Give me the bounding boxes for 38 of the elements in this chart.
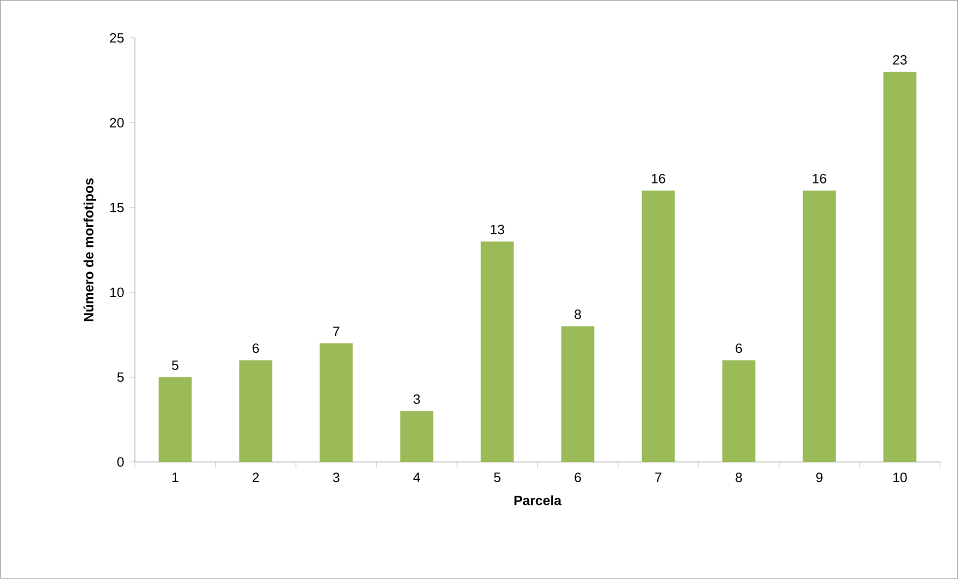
y-tick-label: 20 bbox=[110, 118, 124, 128]
x-tick-label: 7 bbox=[655, 472, 662, 482]
x-tick-label: 3 bbox=[333, 472, 340, 482]
data-label: 6 bbox=[736, 344, 742, 354]
data-label: 13 bbox=[490, 224, 504, 234]
x-tick-label: 5 bbox=[494, 472, 500, 482]
y-tick-label: 0 bbox=[117, 457, 124, 467]
x-tick-label: 9 bbox=[816, 472, 822, 482]
bar bbox=[158, 377, 192, 462]
y-tick-label: 5 bbox=[117, 372, 124, 382]
bar bbox=[400, 411, 434, 462]
bar bbox=[802, 190, 836, 462]
bar bbox=[642, 190, 675, 462]
x-tick-label: 4 bbox=[413, 472, 420, 482]
data-label: 6 bbox=[252, 344, 259, 354]
data-label: 7 bbox=[333, 326, 340, 336]
y-tick-label: 25 bbox=[110, 33, 124, 43]
data-label: 16 bbox=[812, 174, 826, 184]
bar bbox=[883, 72, 916, 462]
data-label: 8 bbox=[574, 310, 581, 320]
x-tick-label: 10 bbox=[893, 472, 907, 482]
data-label: 3 bbox=[414, 394, 420, 404]
bar bbox=[722, 360, 756, 462]
y-tick-label: 10 bbox=[110, 288, 124, 298]
x-tick-label: 2 bbox=[252, 472, 259, 482]
bar bbox=[561, 326, 594, 462]
y-tick-label: 15 bbox=[110, 202, 124, 212]
bar bbox=[480, 242, 514, 462]
bar bbox=[239, 360, 272, 462]
bar bbox=[320, 343, 353, 462]
data-label: 5 bbox=[172, 360, 178, 370]
x-axis-title: Parcela bbox=[514, 495, 562, 506]
data-label: 23 bbox=[893, 55, 907, 65]
data-label: 16 bbox=[652, 174, 666, 184]
x-tick-label: 6 bbox=[574, 472, 581, 482]
y-axis-title: Número de morfotipos bbox=[83, 178, 96, 322]
x-tick-label: 8 bbox=[736, 472, 742, 482]
x-tick-label: 1 bbox=[172, 472, 178, 482]
